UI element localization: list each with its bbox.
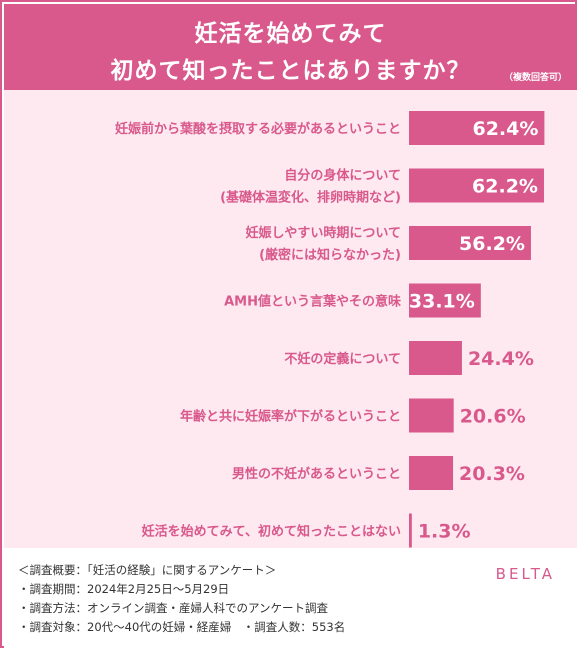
brand-logo: BELTA	[495, 565, 555, 583]
category-label: (厳密には知らなかった)	[259, 247, 401, 263]
value-label: 56.2%	[459, 233, 525, 255]
value-label: 1.3%	[418, 521, 471, 543]
category-label: 妊娠前から葉酸を摂取する必要があるということ	[115, 121, 401, 137]
bar	[409, 341, 462, 375]
category-label: AMH値という言葉やその意味	[224, 294, 401, 310]
plot-area: 妊娠前から葉酸を摂取する必要があるということ 62.4% 自分の身体について (基礎体…	[4, 90, 577, 548]
value-label: 20.3%	[459, 463, 525, 485]
survey-note-method: ・調査方法：オンライン調査・産婦人科でのアンケート調査	[18, 601, 329, 615]
category-label: 男性の不妊があるということ	[232, 466, 401, 482]
category-label: 妊娠しやすい時期について	[246, 225, 401, 241]
bar	[409, 398, 454, 433]
survey-notes: ＜調査概要：「妊活の経験」に関するアンケート＞ ・調査期間：2024年2月25日…	[4, 548, 577, 648]
value-label: 20.6%	[460, 406, 526, 428]
chart-subtitle: （複数回答可）	[503, 73, 567, 83]
category-label: 年齢と共に妊娠率が下がるということ	[180, 409, 401, 425]
bar	[409, 456, 454, 490]
bar	[409, 226, 531, 260]
category-label: 不妊の定義について	[284, 351, 401, 367]
bar	[409, 513, 412, 548]
value-label: 33.1%	[409, 291, 475, 313]
bar	[409, 283, 481, 318]
bar	[409, 111, 545, 145]
survey-note-title: ＜調査概要：「妊活の経験」に関するアンケート＞	[18, 563, 277, 577]
category-label: 自分の身体について	[284, 168, 401, 184]
bar	[409, 168, 544, 203]
survey-note-period: ・調査期間：2024年2月25日〜5月29日	[18, 582, 230, 596]
value-label: 62.4%	[472, 118, 538, 140]
bar-chart: 妊娠前から葉酸を摂取する必要があるということ 62.4% 自分の身体について (基礎体…	[115, 111, 545, 548]
category-label: (基礎体温変化、排卵時期など)	[220, 190, 401, 206]
chart-title-line1: 妊活を始めてみて	[194, 21, 387, 47]
value-label: 24.4%	[468, 348, 534, 370]
category-label: 妊活を始めてみて、初めて知ったことはない	[142, 524, 401, 540]
chart-title-line2: 初めて知ったことはありますか？	[110, 58, 471, 84]
survey-note-target: ・調査対象：20代〜40代の妊婦・経産婦 ・調査人数：553名	[18, 620, 346, 634]
value-label: 62.2%	[472, 176, 538, 198]
header-banner: 妊活を始めてみて 初めて知ったことはありますか？ （複数回答可）	[4, 4, 577, 90]
